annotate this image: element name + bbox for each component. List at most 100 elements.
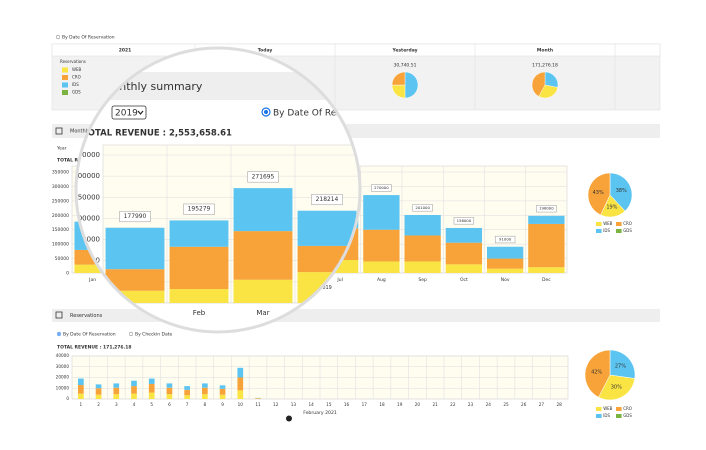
year-label: Year xyxy=(56,146,67,152)
bar-segment xyxy=(105,269,165,291)
x-tick-label: 10 xyxy=(238,402,244,407)
section-title: Monthly summary xyxy=(103,80,203,93)
legend-label: IDS xyxy=(603,413,610,418)
prev-month-button[interactable] xyxy=(286,415,292,422)
yesterday-total: 30,740.51 xyxy=(394,63,417,69)
legend-label: WEB xyxy=(603,406,612,411)
year-select[interactable] xyxy=(111,105,147,120)
radio-label: By Date Of Reservation xyxy=(63,332,116,338)
lens-rim xyxy=(74,46,362,334)
select-chevron xyxy=(137,110,144,115)
x-tick-label: 12 xyxy=(273,402,279,407)
value-label: 195279 xyxy=(188,206,211,213)
x-tick-label: 9 xyxy=(221,402,224,407)
bar-segment xyxy=(113,383,120,388)
bar-segment xyxy=(233,231,293,280)
bar-segment xyxy=(486,246,524,259)
value-label: 177990 xyxy=(124,213,147,220)
bar-segment xyxy=(486,258,524,269)
bar-segment xyxy=(78,378,84,386)
bar-segment xyxy=(202,387,208,395)
legend-swatch xyxy=(596,414,602,418)
x-tick-label: 1 xyxy=(80,402,83,407)
legend-swatch xyxy=(616,222,622,226)
bar-segment xyxy=(237,367,244,378)
legend-label: WEB xyxy=(603,221,612,226)
x-tick-label: Dec xyxy=(542,277,551,283)
pie-label: 42% xyxy=(591,369,602,375)
bar-segment xyxy=(113,394,120,399)
x-tick-label: 6 xyxy=(168,402,171,407)
x-tick-label: 21 xyxy=(432,402,438,407)
month-total: 171,276.18 xyxy=(532,63,558,69)
bar-segment xyxy=(95,384,102,389)
bar-segment xyxy=(202,394,208,399)
x-tick-label: 16 xyxy=(344,402,350,407)
bar-segment xyxy=(148,378,155,384)
bar-segment xyxy=(148,392,155,399)
pie-label: 27% xyxy=(615,363,626,369)
bar-segment xyxy=(184,386,190,390)
bar-segment xyxy=(445,264,483,273)
x-axis-label: February 2021 xyxy=(303,410,337,416)
bar-segment xyxy=(363,229,400,262)
x-tick-label: 7 xyxy=(186,402,189,407)
legend-label: CRO xyxy=(623,406,632,411)
magnifier: Monthly summaryYear2019By Date Of Reserv… xyxy=(76,48,378,332)
section-title: Reservations xyxy=(70,313,103,319)
bar-segment xyxy=(445,242,483,265)
legend-swatch xyxy=(616,414,622,418)
bar-segment xyxy=(78,385,84,394)
x-tick-label: 27 xyxy=(539,402,545,407)
bar-segment xyxy=(528,223,565,268)
column-header: Today xyxy=(258,48,273,54)
column-header: Month xyxy=(537,48,553,54)
legend-swatch xyxy=(62,75,68,80)
bar-segment xyxy=(528,267,565,273)
x-tick-label: 25 xyxy=(503,402,509,407)
pie-slice xyxy=(391,71,406,86)
pie-label: 30% xyxy=(611,385,622,391)
value-label-box xyxy=(311,194,343,206)
bar-segment xyxy=(233,188,293,232)
bar-segment xyxy=(297,210,357,246)
x-tick-label: 8 xyxy=(204,402,207,407)
y-tick-label: 20000 xyxy=(56,375,70,380)
value-label: 271695 xyxy=(252,173,275,180)
radio-label: By Date Of Reservation xyxy=(62,35,115,41)
value-label: 201000 xyxy=(415,205,430,210)
y-tick-label: 200000 xyxy=(52,213,69,219)
value-label: 218214 xyxy=(316,196,339,203)
pie-slice xyxy=(598,374,636,401)
radio[interactable] xyxy=(55,34,61,40)
pie-slice xyxy=(609,349,636,379)
bar-segment xyxy=(105,227,165,270)
bar-segment xyxy=(528,215,565,224)
year-select-value: 2019 xyxy=(115,109,138,119)
bar-segment xyxy=(166,394,173,399)
bar-segment xyxy=(78,393,84,399)
radio[interactable] xyxy=(128,331,134,337)
bar-segment xyxy=(131,386,137,394)
radio-label: By Date Of Reservation xyxy=(273,109,378,119)
bar-segment xyxy=(219,388,226,395)
value-label: 156000 xyxy=(457,218,472,223)
x-tick-label: Aug xyxy=(377,277,386,283)
y-tick-label: 30000 xyxy=(56,364,70,369)
bar-segment xyxy=(166,383,173,388)
x-tick-label: 5 xyxy=(150,402,153,407)
bar-segment xyxy=(148,383,155,393)
bar-segment xyxy=(202,383,208,388)
radio-label: By Checkin Date xyxy=(135,332,173,338)
value-label-box xyxy=(494,235,516,244)
bar-segment xyxy=(255,398,261,399)
bar-segment xyxy=(404,261,441,273)
pie-slice xyxy=(531,71,546,97)
x-tick-label: 20 xyxy=(415,402,421,407)
x-tick-label: Feb xyxy=(193,309,206,317)
bar-segment xyxy=(404,235,441,262)
legend-swatch xyxy=(62,90,68,95)
x-tick-label: 22 xyxy=(450,402,456,407)
bar-segment xyxy=(169,289,229,303)
value-label-box xyxy=(453,217,475,225)
